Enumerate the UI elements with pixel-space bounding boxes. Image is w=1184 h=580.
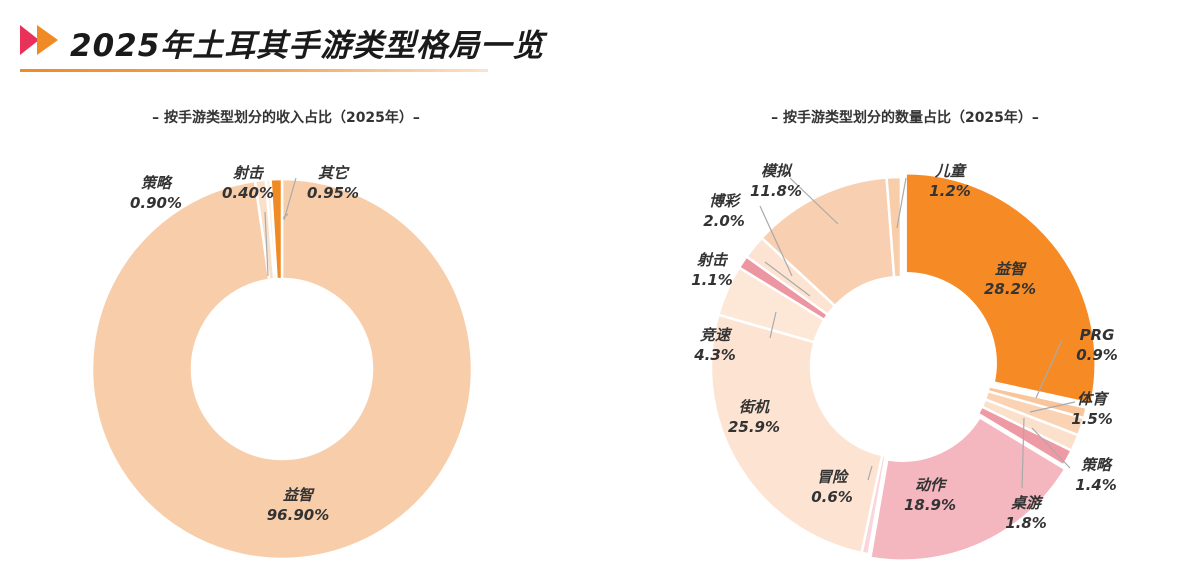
rev-slice-0 [90, 177, 474, 561]
slice-label-cnt-7: 街机 25.9% [728, 398, 780, 436]
slice-label-rev-2: 射击 0.40% [222, 164, 274, 202]
title-underline [20, 69, 488, 72]
slice-name-cnt-9: 射击 [697, 251, 729, 269]
play-arrows-icon [20, 25, 58, 55]
slice-value-cnt-6: 0.6% [811, 488, 853, 506]
slice-value-cnt-10: 2.0% [703, 212, 745, 230]
slice-value-rev-2: 0.40% [222, 184, 274, 202]
slice-label-cnt-11: 模拟 11.8% [750, 162, 802, 200]
slice-value-cnt-7: 25.9% [728, 418, 780, 436]
cnt-leader-line-3 [1021, 417, 1025, 489]
slice-label-cnt-0: 益智 28.2% [984, 260, 1036, 298]
slice-value-cnt-1: 0.9% [1076, 346, 1118, 364]
cnt-leader-line-2 [1031, 427, 1071, 469]
slice-label-cnt-4: 策略 1.4% [1075, 456, 1117, 494]
cnt-leader-line-4 [867, 465, 873, 481]
slice-value-cnt-0: 28.2% [984, 280, 1036, 298]
slice-name-cnt-1: PRG [1080, 326, 1115, 344]
slice-value-rev-0: 96.90% [267, 506, 329, 524]
slice-value-cnt-extra-0: 1.8% [1005, 514, 1047, 532]
slice-name-cnt-8: 竞速 [700, 326, 733, 344]
rev-leader-line-0 [264, 211, 269, 277]
slice-name-rev-2: 射击 [233, 164, 265, 182]
slice-value-cnt-9: 1.1% [691, 271, 733, 289]
slice-name-rev-3: 其它 [318, 164, 350, 182]
cnt-slice-12 [885, 175, 903, 279]
cnt-slice-7 [709, 313, 884, 555]
slice-label-cnt-8: 竞速 4.3% [693, 326, 736, 364]
slice-name-cnt-12: 儿童 [934, 162, 967, 180]
slice-name-cnt-0: 益智 [995, 260, 1027, 278]
page-title: 2025年土耳其手游类型格局一览 [70, 28, 545, 64]
chart1-subtitle: – 按手游类型划分的收入占比（2025年）– [152, 110, 420, 126]
slice-name-cnt-6: 冒险 [817, 468, 850, 486]
slice-label-cnt-10: 博彩 2.0% [703, 192, 745, 230]
slice-label-cnt-6: 冒险 0.6% [811, 468, 853, 506]
slice-label-cnt-9: 射击 1.1% [691, 251, 733, 289]
slice-value-cnt-5: 18.9% [904, 496, 956, 514]
slice-label-cnt-extra-0: 桌游 1.8% [1005, 494, 1047, 532]
slice-name-cnt-4: 策略 [1081, 456, 1113, 474]
slice-name-rev-0: 益智 [283, 486, 315, 504]
slice-name-cnt-5: 动作 [915, 476, 948, 494]
revenue-donut-chart: 益智 96.90% 策略 0.90% 射击 0.40% 其它 0.95% [90, 164, 474, 561]
slice-label-rev-1: 策略 0.90% [130, 174, 182, 212]
slice-value-cnt-2: 1.5% [1071, 410, 1113, 428]
slice-value-cnt-12: 1.2% [929, 182, 971, 200]
slice-name-cnt-7: 街机 [739, 398, 770, 416]
cnt-leader-line-5 [769, 311, 777, 339]
slice-label-cnt-5: 动作 18.9% [904, 476, 956, 514]
cnt-leader-line-6 [764, 261, 811, 297]
slice-value-rev-3: 0.95% [307, 184, 359, 202]
slice-name-cnt-11: 模拟 [761, 162, 793, 180]
slice-name-cnt-2: 体育 [1077, 390, 1110, 408]
slice-label-rev-3: 其它 0.95% [307, 164, 359, 202]
cnt-slice-0 [904, 171, 1097, 406]
rev-slice-3 [269, 177, 284, 281]
cnt-leader-line-8 [789, 177, 839, 225]
slice-label-cnt-2: 体育 1.5% [1071, 390, 1113, 428]
cnt-leader-line-1 [1029, 401, 1076, 413]
cnt-slice-5 [868, 415, 1067, 562]
slice-label-cnt-1: PRG 0.9% [1076, 326, 1118, 364]
slice-value-rev-1: 0.90% [130, 194, 182, 212]
cnt-leader-line-0 [1035, 339, 1063, 399]
slice-value-cnt-8: 4.3% [693, 346, 736, 364]
slice-value-cnt-4: 1.4% [1075, 476, 1117, 494]
chart2-subtitle: – 按手游类型划分的数量占比（2025年）– [771, 110, 1039, 126]
header: 2025年土耳其手游类型格局一览 [20, 14, 543, 74]
slice-name-cnt-extra-0: 桌游 [1011, 494, 1044, 512]
cnt-leader-line-7 [759, 205, 793, 277]
slice-name-rev-1: 策略 [141, 174, 173, 192]
slice-label-cnt-12: 儿童 1.2% [929, 162, 971, 200]
cnt-leader-line-9 [896, 177, 907, 229]
count-donut-chart: 益智 28.2% PRG 0.9% 体育 1.5% 策略 1.4% 动作 18.9% 冒险 0.6% 街… [691, 162, 1118, 562]
slice-value-cnt-11: 11.8% [750, 182, 802, 200]
slice-name-cnt-10: 博彩 [709, 192, 742, 210]
cnt-slice-4 [976, 404, 1074, 468]
rev-leader-line-2 [283, 177, 297, 221]
slice-label-rev-0: 益智 96.90% [267, 486, 329, 524]
